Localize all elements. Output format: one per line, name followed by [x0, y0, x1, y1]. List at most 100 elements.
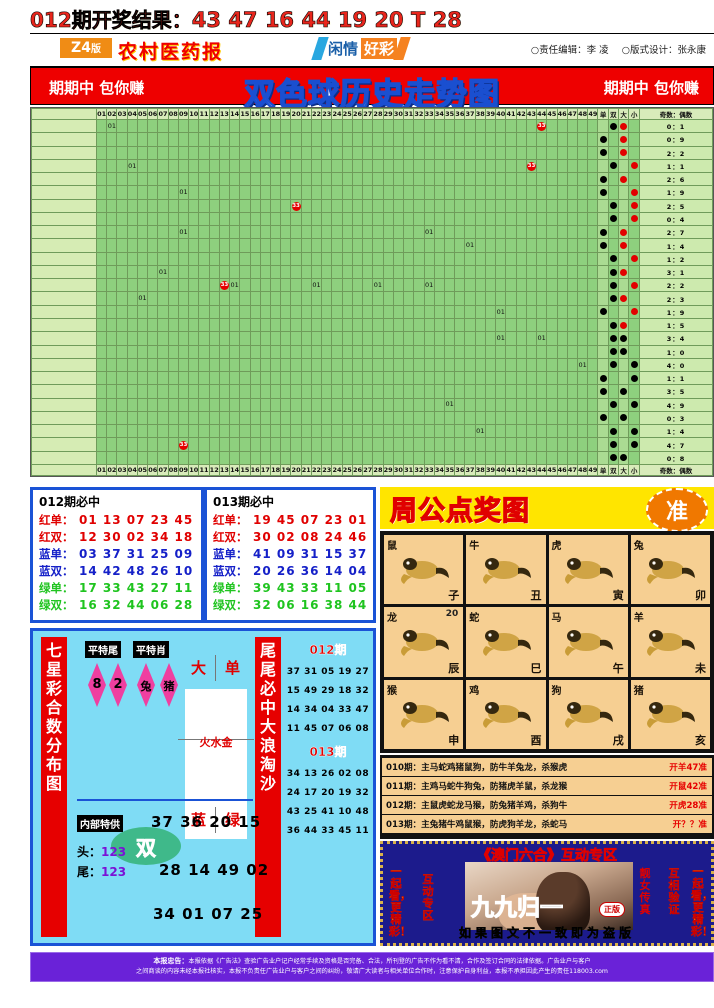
- column-header: 48: [577, 464, 589, 476]
- grid-cell: [546, 118, 558, 134]
- zodiac-cell-戌[interactable]: 狗戌: [548, 679, 628, 749]
- ad-big-char-3: 归: [517, 894, 541, 922]
- grid-cell: [106, 410, 118, 426]
- grid-cell: [351, 424, 364, 439]
- zodiac-name: 鸡: [469, 685, 480, 697]
- grid-cell: [382, 211, 394, 227]
- grid-cell: [218, 397, 231, 412]
- trend-chart-table: 01 02 03 04 05 06 07 08 09 10 11 12 13 14 15 16 17 18 19 20…: [31, 108, 713, 476]
- zodiac-cell-卯[interactable]: 兔卯: [630, 535, 710, 605]
- grid-cell: [413, 185, 425, 200]
- grid-cell: [392, 357, 405, 373]
- grid-cell: [403, 331, 415, 346]
- grid-cell: [474, 278, 486, 293]
- zodiac-cell-午[interactable]: 马午: [548, 607, 628, 677]
- dot-marker: [609, 202, 617, 210]
- table-row: 01 01 3：4: [31, 331, 713, 346]
- grid-cell: [443, 384, 456, 399]
- grid-cell: [106, 211, 118, 227]
- dot-cell-双: [607, 132, 619, 147]
- grid-cell: [218, 251, 231, 266]
- dot-marker: [630, 215, 638, 223]
- grid-cell: [413, 145, 425, 160]
- grid-cell: [177, 371, 190, 386]
- grid-cell: [392, 317, 405, 333]
- grid-cell: [198, 211, 210, 227]
- grid-cell: [362, 251, 374, 266]
- dot-marker: [630, 401, 638, 409]
- grid-cell: [331, 264, 343, 280]
- zodiac-cell-巳[interactable]: 蛇巳: [466, 607, 546, 677]
- grid-cell: [136, 357, 149, 373]
- grid-cell: [280, 118, 292, 134]
- zodiac-cell-寅[interactable]: 虎寅: [548, 535, 628, 605]
- dot-marker: [599, 188, 607, 196]
- lead-header: [31, 464, 97, 476]
- grid-cell: [392, 118, 405, 134]
- odd-even-value: 0：9: [639, 132, 713, 147]
- grid-cell: [310, 145, 323, 160]
- dot-marker: [609, 334, 617, 342]
- grid-cell: [362, 145, 374, 160]
- grid-cell: [167, 344, 179, 359]
- bizhong-row-numbers: 32 06 16 38 44: [253, 597, 368, 612]
- zodiac-cell-子[interactable]: 鼠子: [384, 535, 464, 605]
- grid-cell: [525, 317, 538, 333]
- grid-cell: [392, 424, 405, 439]
- grid-cell: [126, 397, 138, 412]
- grid-cell: [188, 251, 200, 266]
- grid-cell: [239, 251, 251, 266]
- grid-cell: [331, 278, 343, 293]
- dot-cell-双: [607, 198, 619, 213]
- grid-cell: [95, 278, 108, 293]
- zodiac-cell-未[interactable]: 羊未: [630, 607, 710, 677]
- zodiac-cell-申[interactable]: 猴申: [384, 679, 464, 749]
- grid-cell: [546, 185, 558, 200]
- dot-cell-大: [617, 238, 630, 253]
- grid-cell: [433, 238, 445, 253]
- zodiac-cell-酉[interactable]: 鸡酉: [466, 679, 546, 749]
- grid-cell: [515, 357, 527, 373]
- row-lead-cell: [31, 132, 97, 147]
- grid-cell: [126, 145, 138, 160]
- grid-cell: [484, 185, 497, 200]
- grid-cell: [546, 145, 558, 160]
- grid-cell: [566, 397, 579, 412]
- grid-cell: [505, 437, 517, 452]
- grid-cell: [208, 450, 220, 466]
- grid-cell: [208, 172, 220, 187]
- grid-cell: [239, 317, 251, 333]
- dot-marker: [620, 321, 628, 329]
- grid-cell: [147, 172, 159, 187]
- grid-cell: [331, 145, 343, 160]
- zodiac-cell-亥[interactable]: 猪亥: [630, 679, 710, 749]
- grid-cell: [577, 238, 589, 253]
- column-header: 08: [167, 464, 179, 476]
- grid-cell: [372, 371, 384, 386]
- designer-credit: ○版式设计：张永康: [621, 45, 706, 56]
- grid-cell: [515, 317, 527, 333]
- grid-cell: [566, 331, 579, 346]
- grid-cell: [382, 304, 394, 319]
- grid-cell: [126, 251, 138, 266]
- grid-cell: [413, 384, 425, 399]
- grid-cell: [290, 437, 302, 452]
- dot-cell-小: [628, 225, 640, 240]
- grid-cell: [443, 211, 456, 227]
- grid-cell: [249, 264, 261, 280]
- pingtewei-value-2: 2: [113, 677, 123, 692]
- zodiac-cell-丑[interactable]: 牛丑: [466, 535, 546, 605]
- grid-cell: [280, 251, 292, 266]
- grid-cell: [566, 225, 579, 240]
- dot-cell-单: [597, 118, 609, 134]
- dot-cell-小: [628, 264, 640, 280]
- grid-cell: [536, 132, 548, 147]
- grid-cell: [280, 145, 292, 160]
- odd-even-value: 1：9: [639, 304, 713, 319]
- dot-cell-双: [607, 278, 619, 293]
- zodiac-cell-辰[interactable]: 龙辰 20: [384, 607, 464, 677]
- grid-cell: [106, 384, 118, 399]
- grid-cell: [290, 251, 302, 266]
- grid-cell: [126, 238, 138, 253]
- grid-number-cell: 01: [157, 264, 169, 280]
